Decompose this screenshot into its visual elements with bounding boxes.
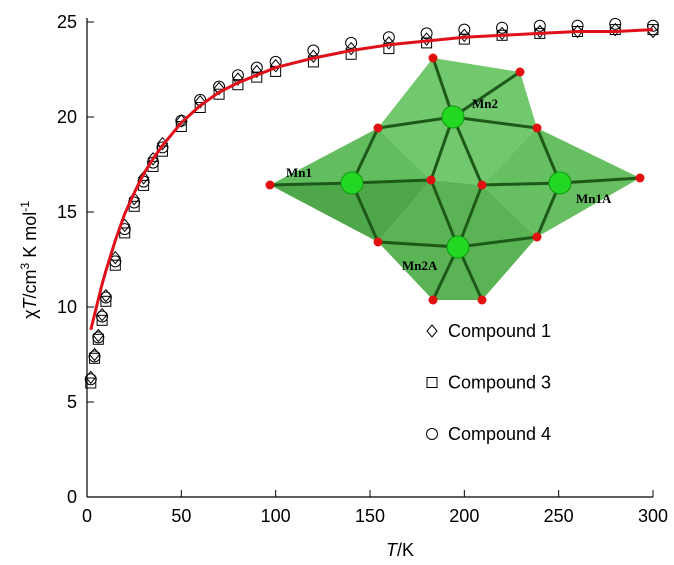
legend-symbol <box>426 324 438 338</box>
data-point <box>84 373 97 386</box>
data-point <box>88 347 101 362</box>
polyhedron <box>270 180 431 242</box>
polyhedron <box>270 128 431 185</box>
y-axis-label-part: 3 <box>18 262 32 269</box>
data-point <box>496 26 508 41</box>
data-point <box>458 23 471 36</box>
data-point <box>92 328 104 343</box>
data-point <box>609 17 622 30</box>
data-point <box>109 259 121 271</box>
data-point <box>137 171 150 185</box>
y-axis-label-part: -1 <box>18 201 32 212</box>
data-point <box>156 141 169 154</box>
data-point <box>85 377 97 389</box>
data-point <box>571 24 584 39</box>
x-axis-label-part: T <box>386 540 399 560</box>
bonds <box>269 57 641 301</box>
data-point <box>534 24 546 39</box>
x-tick-label: 50 <box>171 506 191 526</box>
x-tick-label: 200 <box>449 506 479 526</box>
x-tick-label: 100 <box>261 506 291 526</box>
x-tick-label: 150 <box>355 506 385 526</box>
legend-label: Compound 3 <box>448 373 551 393</box>
data-point <box>609 24 621 36</box>
data-point <box>99 291 112 304</box>
data-point <box>250 61 263 74</box>
data-point <box>496 21 509 34</box>
data-point <box>345 41 357 56</box>
y-tick-label: 25 <box>57 12 77 32</box>
x-axis-label: T/K <box>386 540 414 560</box>
y-tick-label: 15 <box>57 202 77 222</box>
y-tick-label: 10 <box>57 297 77 317</box>
atom-label: Mn1 <box>286 165 312 180</box>
data-point <box>96 310 109 323</box>
data-point <box>458 28 470 43</box>
data-point <box>270 58 282 73</box>
y-axis-label: χT/cm3 K mol-1 <box>18 201 40 319</box>
fit-line <box>89 28 654 331</box>
data-point <box>251 64 263 79</box>
legend-symbol <box>426 428 438 440</box>
legend-symbol <box>426 377 438 388</box>
data-point <box>96 307 108 322</box>
oxygen-atoms <box>265 53 645 305</box>
data-point <box>128 191 140 206</box>
data-point <box>647 19 659 32</box>
data-point <box>231 69 244 82</box>
data-point <box>96 314 108 326</box>
y-tick-label: 20 <box>57 107 77 127</box>
data-point <box>609 22 621 37</box>
data-point <box>383 36 395 50</box>
data-point <box>382 31 395 44</box>
data-point <box>147 152 159 166</box>
legend-label: Compound 1 <box>448 321 551 341</box>
data-point <box>232 72 244 86</box>
data-point <box>92 331 105 344</box>
inset-structure: Mn1 Mn2 Mn1A Mn2A <box>265 53 645 305</box>
data-point <box>100 295 112 307</box>
data-point <box>100 288 112 303</box>
data-point <box>194 95 206 109</box>
data-point <box>88 350 101 363</box>
data-point <box>119 227 131 239</box>
y-axis-label-part: T <box>20 296 40 309</box>
data-point <box>345 36 358 49</box>
atom-label: Mn2 <box>472 96 498 111</box>
data-point <box>307 44 320 57</box>
legend-label: Compound 4 <box>448 424 551 444</box>
x-tick-label: 250 <box>544 506 574 526</box>
data-point <box>420 27 433 40</box>
y-axis-label-part: /cm <box>20 269 40 298</box>
x-tick-label: 300 <box>638 506 668 526</box>
data-point <box>175 114 188 127</box>
data-point <box>213 81 225 96</box>
y-tick-label: 0 <box>67 487 77 507</box>
x-axis-label-part: /K <box>397 540 414 560</box>
mn-atoms <box>340 105 572 259</box>
data-point <box>194 102 206 113</box>
y-tick-label: 5 <box>67 392 77 412</box>
data-point <box>533 19 546 32</box>
y-axis-label-part: K mol <box>20 212 40 263</box>
atom-label: Mn1A <box>576 191 612 206</box>
data-point <box>420 32 433 46</box>
data-point <box>307 49 320 63</box>
y-axis-label-part: χ <box>20 309 40 319</box>
x-tick-label: 0 <box>82 506 92 526</box>
atom-label: Mn2A <box>402 258 438 273</box>
